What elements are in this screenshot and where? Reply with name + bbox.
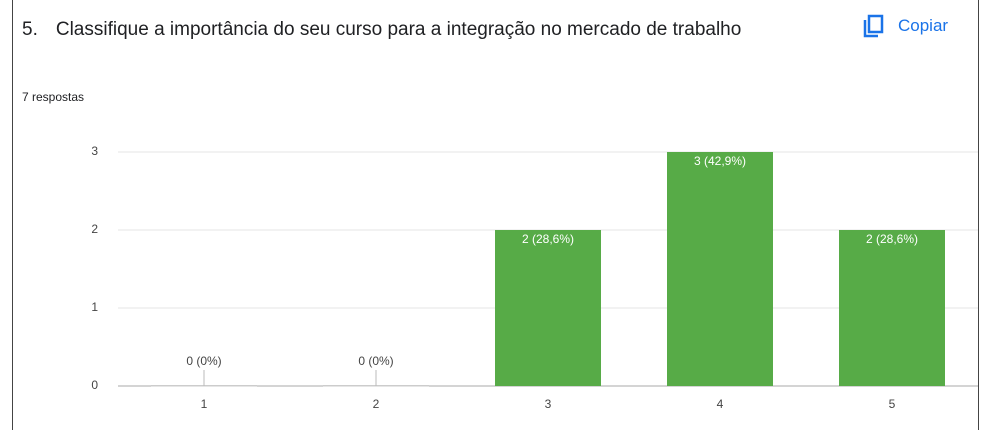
copy-button[interactable]: Copiar — [862, 14, 948, 38]
title-text: Classifique a importância do seu curso p… — [55, 19, 742, 40]
question-number: 5. — [22, 19, 38, 40]
response-count: 7 respostas — [22, 90, 85, 104]
bar — [839, 230, 945, 386]
value-label: 3 (42,9%) — [694, 154, 746, 168]
value-label: 2 (28,6%) — [866, 232, 918, 246]
copy-icon — [863, 14, 884, 38]
value-label: 0 (0%) — [358, 354, 393, 368]
x-tick-label: 3 — [545, 397, 552, 411]
y-tick-label: 1 — [91, 300, 98, 314]
card — [12, 0, 979, 430]
bar — [495, 230, 601, 386]
y-tick-label: 0 — [91, 378, 98, 392]
copy-label[interactable]: Copiar — [898, 16, 949, 35]
x-tick-label: 1 — [201, 397, 208, 411]
value-label: 2 (28,6%) — [522, 232, 574, 246]
question-title: 5. Classifique a importância do seu curso… — [22, 16, 782, 43]
bar — [667, 152, 773, 386]
value-label: 0 (0%) — [186, 354, 221, 368]
x-tick-label: 5 — [889, 397, 896, 411]
y-tick-label: 2 — [91, 222, 98, 236]
x-tick-label: 4 — [717, 397, 724, 411]
x-tick-label: 2 — [373, 397, 380, 411]
y-tick-label: 3 — [91, 144, 98, 158]
